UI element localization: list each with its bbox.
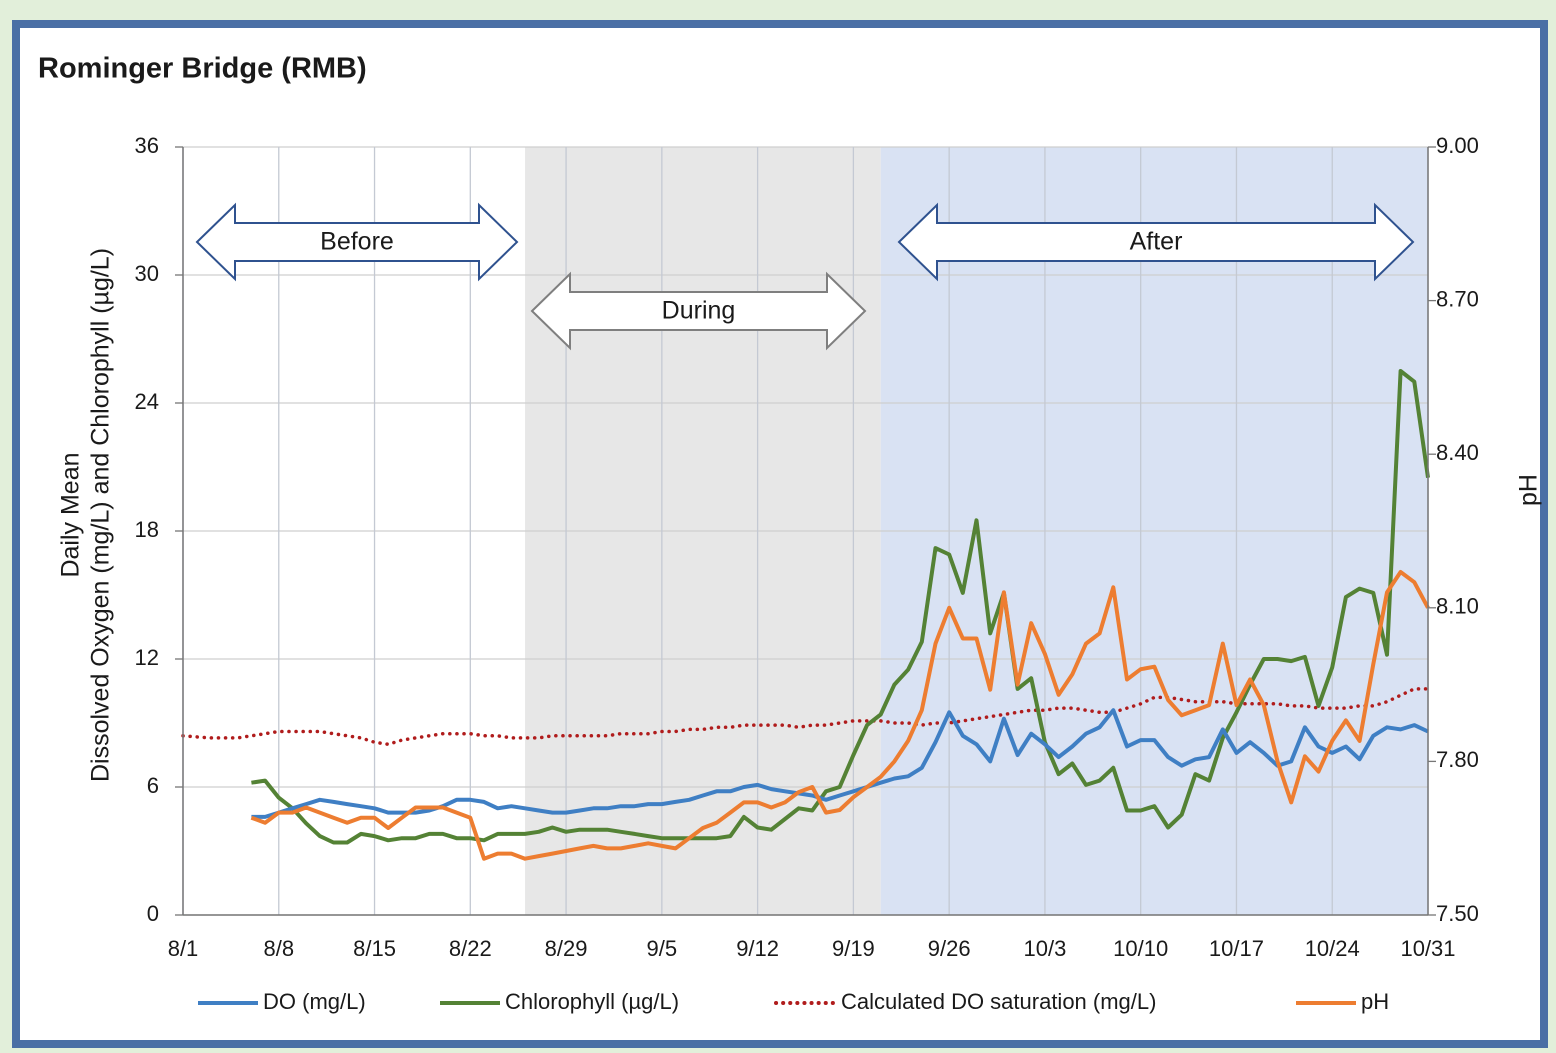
x-tick-label: 9/5 [647,936,678,961]
series-line [250,570,1430,861]
y-tick-label: 12 [135,645,159,670]
legend-label: pH [1361,989,1389,1014]
y2-tick-label: 7.80 [1436,747,1479,772]
x-tick-label: 10/31 [1400,936,1455,961]
y-axis-title: Dissolved Oxygen (mg/L) and Chlorophyll … [87,248,115,782]
axes: 0 6 12 18 24 30 36 8/1 8/8 8/15 8/22 8/29 9/5 9/12 9/1… [135,133,1479,961]
phase-label: After [1130,228,1183,256]
phase-arrow [530,271,867,351]
chart-title: Rominger Bridge (RMB) [38,53,367,85]
legend-label: Chlorophyll (µg/L) [505,989,679,1014]
x-tick-label: 8/15 [353,936,396,961]
y2-axis-title: pH [1515,474,1543,506]
x-tick-label: 10/17 [1209,936,1264,961]
series-line [251,708,1429,819]
x-tick-label: 8/29 [545,936,588,961]
y-tick-label: 24 [135,389,159,414]
x-tick-label: 8/22 [449,936,492,961]
x-tick-label: 8/1 [168,936,199,961]
x-tick-label: 8/8 [263,936,294,961]
phase-arrow [897,202,1415,282]
y2-tick-label: 8.70 [1436,286,1479,311]
series-lines [181,369,1430,861]
phase-label: Before [320,228,394,256]
y2-tick-label: 8.40 [1436,440,1479,465]
y-tick-label: 36 [135,133,159,158]
legend-label: DO (mg/L) [263,989,366,1014]
x-tick-label: 9/12 [736,936,779,961]
x-tick-label: 10/24 [1305,936,1360,961]
y-tick-label: 0 [147,901,159,926]
phase-arrow [195,202,519,282]
y-axis-title: Daily Mean [57,452,85,577]
x-tick-label: 10/10 [1113,936,1168,961]
legend-label: Calculated DO saturation (mg/L) [841,989,1156,1014]
y2-tick-label: 8.10 [1436,594,1479,619]
phase-arrows: Before During After [195,202,1415,351]
y2-tick-label: 7.50 [1436,901,1479,926]
legend: DO (mg/L) Chlorophyll (µg/L) Calculated DO… [198,989,1389,1014]
phase-label: During [662,297,736,325]
y-tick-label: 6 [147,773,159,798]
series-line [251,369,1430,845]
y-tick-label: 30 [135,261,159,286]
y-tick-label: 18 [135,517,159,542]
y2-tick-label: 9.00 [1436,133,1479,158]
x-tick-label: 9/19 [832,936,875,961]
x-tick-label: 9/26 [928,936,971,961]
x-tick-label: 10/3 [1024,936,1067,961]
